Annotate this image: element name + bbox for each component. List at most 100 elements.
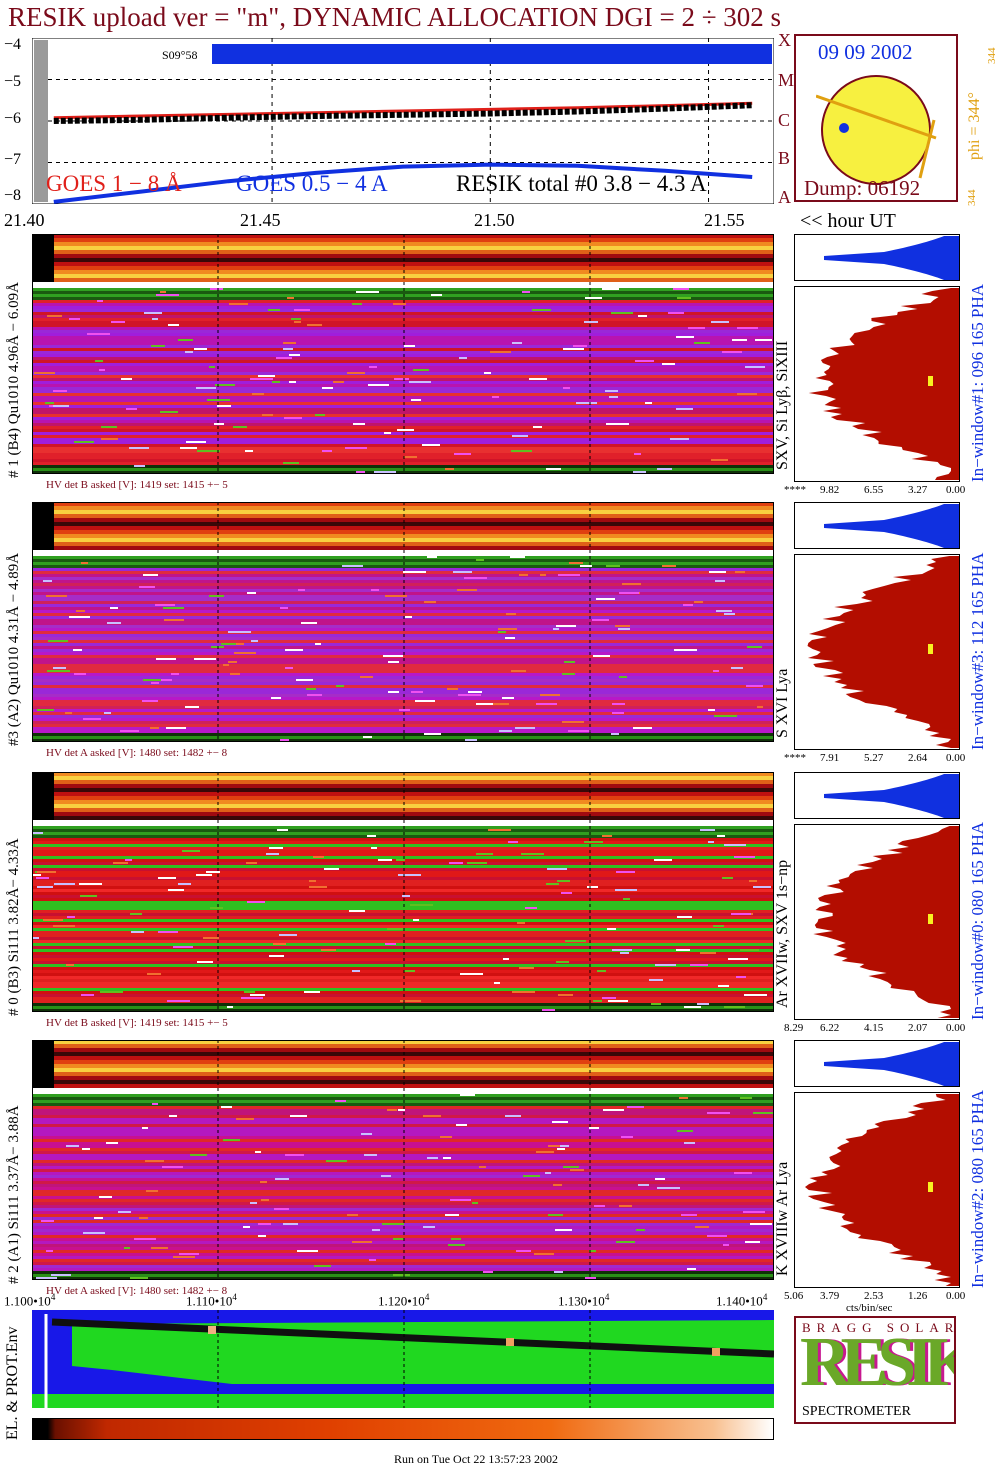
sun-date: 09 09 2002 bbox=[818, 40, 913, 64]
pha-tick: 5.06 bbox=[784, 1290, 804, 1302]
detector-label: #3 (A2) Qu1010 4.31Å − 4.89Å bbox=[6, 552, 22, 746]
env-x-tick: 1.130•104 bbox=[558, 1292, 609, 1309]
detector-spectrogram bbox=[32, 772, 774, 1012]
sun-disk bbox=[816, 75, 937, 185]
pha-tick: 4.15 bbox=[864, 1022, 884, 1034]
detector-spectrogram bbox=[32, 1040, 774, 1280]
detector-lines-label: SXV, Si Lyβ, SiXIII bbox=[774, 340, 791, 470]
env-panel-label: EL. & PROT.Env bbox=[4, 1326, 21, 1440]
pha-tick: 0.00 bbox=[946, 1022, 966, 1034]
pha-histogram bbox=[794, 1040, 960, 1288]
color-scale-bar bbox=[32, 1418, 774, 1440]
env-x-tick: 1.140•104 bbox=[716, 1292, 767, 1309]
data-gap-bar bbox=[34, 40, 48, 202]
sun-phi-bottom: 344 bbox=[966, 189, 978, 207]
series-line-0 bbox=[53, 101, 753, 120]
legend-goes-long: GOES 1 − 8 Å bbox=[46, 171, 182, 196]
goes-y-axis: −4 −5 −6 −7 −8 bbox=[0, 30, 32, 210]
class-label: C bbox=[778, 110, 791, 130]
detector-lines-label: Ar XVIIw, SXV 1s−np bbox=[774, 859, 791, 1008]
pha-tick: 6.22 bbox=[820, 1022, 840, 1034]
pha-window-label: In−window#2: 080 165 PHA bbox=[968, 1089, 987, 1288]
logo-bottom-text: SPECTROMETER bbox=[802, 1404, 911, 1419]
pha-tick: 1.26 bbox=[908, 1290, 928, 1302]
detector-hv-text: HV det B asked [V]: 1419 set: 1415 +− 5 bbox=[46, 479, 228, 491]
pha-histogram bbox=[794, 502, 960, 750]
env-x-tick-label: 1.120•10 bbox=[378, 1293, 425, 1309]
env-x-tick: 1.110•104 bbox=[186, 1292, 237, 1309]
goes-class-labels: X M C B A bbox=[776, 30, 794, 210]
y-tick: −8 bbox=[4, 187, 22, 204]
pha-tick: 7.91 bbox=[820, 752, 840, 764]
env-x-tick-exp: 4 bbox=[232, 1292, 237, 1302]
upload-marker-bar bbox=[212, 44, 772, 64]
page-title: RESIK upload ver = "m", DYNAMIC ALLOCATI… bbox=[8, 2, 782, 32]
pha-tick: 8.29 bbox=[784, 1022, 804, 1034]
detector-label: # 0 (B3) Si111 3.82Å− 4.33Å bbox=[6, 838, 22, 1016]
pha-unit-label: cts/bin/sec bbox=[846, 1302, 893, 1314]
env-x-tick-label: 1.110•10 bbox=[186, 1293, 233, 1309]
legend-resik-total: RESIK total #0 3.8 − 4.3 A bbox=[456, 171, 707, 196]
env-x-axis: 1.100•104 1.110•104 1.120•104 1.130•104 … bbox=[0, 1292, 780, 1312]
pha-tick: 9.82 bbox=[820, 484, 840, 496]
pha-window-label: In−window#0: 080 165 PHA bbox=[968, 821, 987, 1020]
pha-tick: 2.07 bbox=[908, 1022, 928, 1034]
resik-logo: BRAGG SOLAR RESIK SPECTROMETER bbox=[794, 1316, 956, 1424]
pha-tick: 5.27 bbox=[864, 752, 884, 764]
class-label: M bbox=[778, 70, 795, 90]
env-x-tick-exp: 4 bbox=[424, 1292, 430, 1302]
series-line-1 bbox=[53, 162, 753, 204]
pha-tick: 2.64 bbox=[908, 752, 928, 764]
pha-histogram bbox=[794, 772, 960, 1020]
sun-phi-top: 344 bbox=[986, 47, 998, 65]
y-tick: −6 bbox=[4, 110, 22, 127]
detector-label: # 2 (A1) Si111 3.37Å− 3.88Å bbox=[6, 1105, 22, 1284]
env-x-tick-exp: 4 bbox=[50, 1292, 56, 1302]
pha-tick: 3.27 bbox=[908, 484, 928, 496]
footer-run-info: Run on Tue Oct 22 13:57:23 2002 bbox=[394, 1452, 559, 1466]
detector-hv-text: HV det B asked [V]: 1419 set: 1415 +− 5 bbox=[46, 1017, 228, 1029]
detector-spectrogram bbox=[32, 502, 774, 742]
sun-phi-label: phi = 344° bbox=[966, 92, 983, 160]
legend-goes-short: GOES 0.5 − 4 A bbox=[236, 171, 388, 196]
sun-dump: Dump: 06192 bbox=[804, 176, 921, 200]
sun-position-box: 09 09 2002 Dump: 06192 bbox=[794, 34, 958, 202]
pha-window-label: In−window#3: 112 165 PHA bbox=[968, 552, 987, 750]
series-line-2 bbox=[53, 102, 753, 124]
class-label: X bbox=[778, 30, 791, 50]
environment-panel bbox=[32, 1310, 774, 1408]
time-tick: 21.55 bbox=[704, 210, 745, 230]
goes-lightcurve-chart bbox=[32, 38, 774, 204]
time-unit-label: << hour UT bbox=[800, 210, 896, 232]
env-x-tick-label: 1.100•10 bbox=[4, 1293, 51, 1309]
pha-tick: **** bbox=[784, 752, 806, 764]
detector-lines-label: K XVIIIw Ar Lya bbox=[774, 1161, 791, 1276]
time-tick: 21.40 bbox=[4, 210, 45, 230]
y-tick: −5 bbox=[4, 73, 22, 90]
y-tick: −7 bbox=[4, 151, 22, 168]
pha-tick: 3.79 bbox=[820, 1290, 840, 1302]
env-x-tick-exp: 4 bbox=[604, 1292, 610, 1302]
class-label: B bbox=[778, 148, 791, 168]
pha-tick: 0.00 bbox=[946, 752, 966, 764]
env-x-tick: 1.120•104 bbox=[378, 1292, 429, 1309]
detector-label: # 1 (B4) Qu1010 4.96Å − 6.09Å bbox=[6, 282, 22, 478]
pha-tick: **** bbox=[784, 484, 806, 496]
env-x-tick-label: 1.130•10 bbox=[558, 1293, 605, 1309]
y-tick: −4 bbox=[4, 36, 22, 53]
upload-marker-label: S09°58 bbox=[162, 48, 198, 62]
logo-small-text: BRAGG SOLAR bbox=[802, 1320, 956, 1335]
pha-tick: 6.55 bbox=[864, 484, 884, 496]
detector-spectrogram bbox=[32, 234, 774, 474]
pha-histogram bbox=[794, 234, 960, 482]
detector-lines-label: S XVI Lya bbox=[774, 668, 791, 738]
pha-tick: 2.53 bbox=[864, 1290, 884, 1302]
env-x-tick-label: 1.140•10 bbox=[716, 1293, 763, 1309]
pha-tick: 0.00 bbox=[946, 1290, 966, 1302]
detector-hv-text: HV det A asked [V]: 1480 set: 1482 +− 8 bbox=[46, 747, 228, 759]
env-x-tick: 1.100•104 bbox=[4, 1292, 55, 1309]
logo-letters: RESIK bbox=[800, 1324, 956, 1401]
detector-hv-text: HV det A asked [V]: 1480 set: 1482 +− 8 bbox=[46, 1285, 228, 1297]
time-tick: 21.45 bbox=[240, 210, 281, 230]
time-tick: 21.50 bbox=[474, 210, 515, 230]
